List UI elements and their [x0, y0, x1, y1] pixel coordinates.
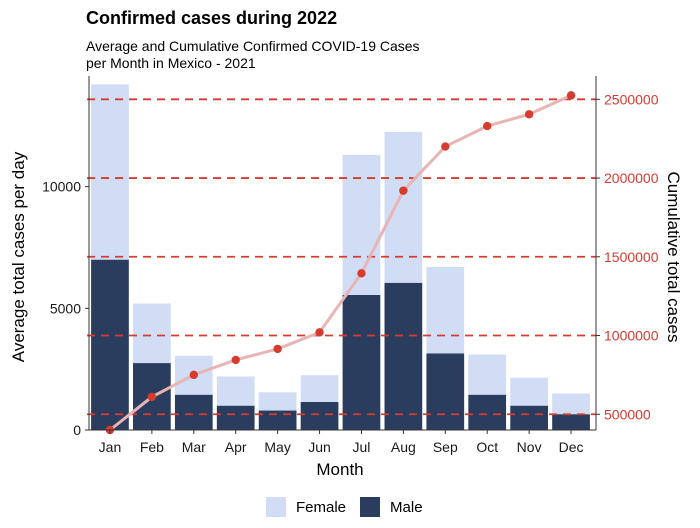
- cumulative-point-feb: [147, 392, 157, 402]
- legend-item-male: Male: [360, 497, 423, 517]
- cumulative-line: [109, 94, 572, 432]
- bar-male-oct: [468, 394, 507, 430]
- bar-male-may: [258, 410, 297, 430]
- x-tick-label-oct: Oct: [476, 439, 498, 455]
- cumulative-point-nov: [524, 110, 534, 119]
- cumulative-gridlines: [87, 98, 596, 416]
- cumulative-point-sep: [441, 142, 450, 151]
- legend-swatch-female: [266, 497, 286, 517]
- bar-female-jun: [300, 375, 339, 403]
- x-tick-label-may: May: [264, 439, 290, 455]
- bar-female-nov: [510, 377, 548, 406]
- x-tick-label-jan: Jan: [99, 439, 122, 455]
- axes-layer: 0 5000 10000 500000 1000000 1500000 2000000 250…: [42, 76, 659, 455]
- bar-female-sep: [426, 266, 465, 354]
- cumulative-point-jun: [315, 328, 324, 337]
- bar-male-sep: [426, 353, 465, 430]
- legend-item-female: Female: [266, 497, 346, 517]
- y-tick-label-5000: 5000: [50, 300, 81, 316]
- x-axis-title: Month: [316, 460, 363, 479]
- x-tick-label-sep: Sep: [433, 439, 458, 455]
- x-tick-label-aug: Aug: [391, 439, 416, 455]
- y2-tick-label-2000000: 2000000: [604, 170, 659, 186]
- x-tick-label-mar: Mar: [182, 439, 206, 455]
- legend-swatch-male: [360, 497, 381, 517]
- y2-tick-label-2500000: 2500000: [604, 91, 659, 107]
- legend-label-male: Male: [390, 498, 423, 516]
- bars-layer: [91, 84, 590, 430]
- cumulative-point-dec: [566, 91, 576, 100]
- y2-tick-label-1000000: 1000000: [604, 328, 659, 344]
- bar-female-feb: [133, 303, 171, 364]
- x-tick-label-nov: Nov: [517, 439, 542, 455]
- bar-male-jun: [300, 402, 339, 430]
- y-tick-label-0: 0: [73, 422, 81, 438]
- bar-female-oct: [468, 354, 507, 395]
- bar-male-nov: [510, 405, 548, 430]
- bar-male-aug: [384, 282, 423, 430]
- cumulative-point-jul: [357, 269, 366, 278]
- bar-female-aug: [384, 131, 423, 283]
- y2-tick-label-1500000: 1500000: [604, 249, 659, 265]
- x-tick-label-jun: Jun: [308, 439, 331, 455]
- cumulative-point-may: [273, 344, 282, 354]
- legend-label-female: Female: [296, 498, 347, 516]
- x-tick-label-jul: Jul: [353, 439, 371, 455]
- cumulative-point-mar: [189, 370, 198, 380]
- bar-male-jul: [342, 294, 381, 430]
- bar-female-dec: [552, 393, 590, 415]
- bar-male-dec: [552, 414, 590, 430]
- x-tick-label-feb: Feb: [140, 439, 164, 455]
- chart-subtitle: Average and Cumulative Confirmed COVID-1…: [86, 38, 420, 71]
- bar-male-mar: [174, 394, 213, 430]
- cumulative-point-oct: [483, 121, 492, 131]
- x-tick-label-apr: Apr: [225, 439, 247, 455]
- x-tick-label-dec: Dec: [559, 439, 584, 455]
- chart-title: Confirmed cases during 2022: [86, 8, 338, 28]
- cumulative-point-apr: [231, 355, 240, 365]
- legend: Female Male: [266, 497, 437, 517]
- bar-male-apr: [216, 405, 255, 430]
- y-axis-title: Average total cases per day: [9, 151, 28, 362]
- cumulative-point-aug: [399, 186, 408, 195]
- bar-female-may: [258, 392, 297, 411]
- bar-female-apr: [216, 376, 255, 406]
- y2-tick-label-500000: 500000: [604, 406, 651, 422]
- y-tick-label-10000: 10000: [42, 179, 81, 195]
- bar-female-jan: [91, 84, 129, 260]
- bar-male-jan: [91, 259, 129, 430]
- secondary-y-axis-title: Cumulative total cases: [664, 171, 683, 342]
